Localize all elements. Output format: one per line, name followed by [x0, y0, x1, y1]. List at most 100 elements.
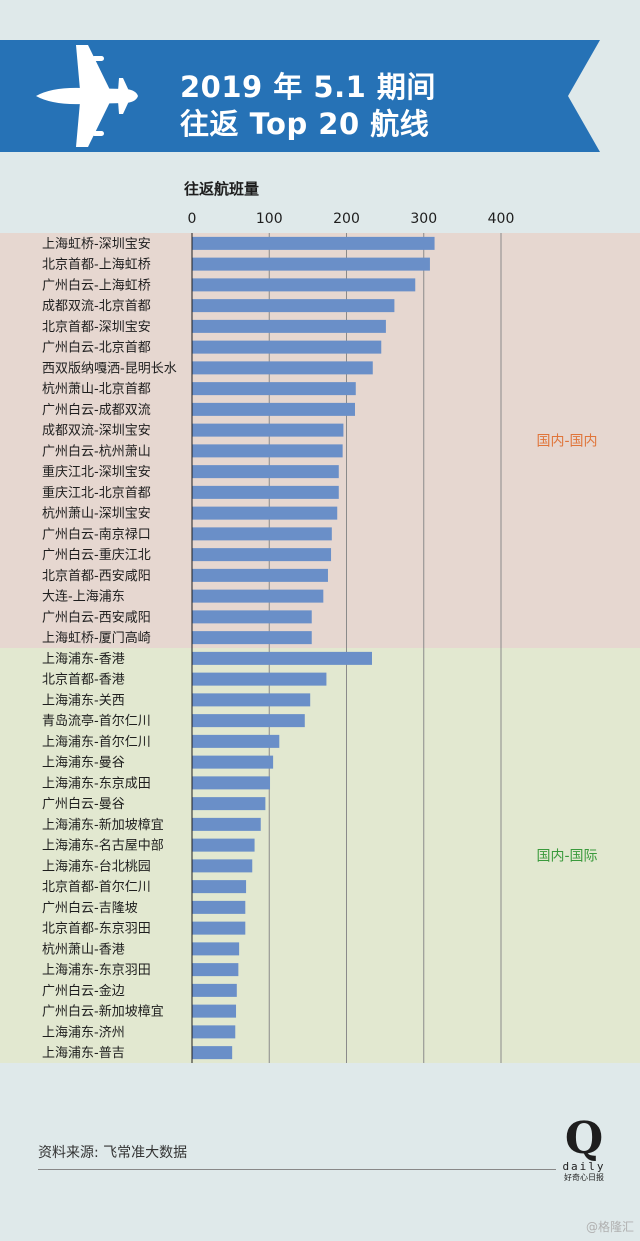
bar	[192, 672, 327, 686]
category-label: 杭州萧山-深圳宝安	[42, 507, 151, 522]
bar	[192, 1025, 236, 1039]
page-subtitle: 往返 Top 20 航线	[180, 107, 430, 141]
bar	[192, 734, 280, 748]
bar	[192, 631, 312, 645]
bar	[192, 319, 386, 333]
category-label: 北京首都-香港	[42, 673, 125, 688]
bar	[192, 257, 430, 271]
category-label: 上海虹桥-厦门高崎	[42, 630, 151, 646]
group-label: 国内-国际	[536, 849, 597, 865]
qdaily-logo: Q daily 好奇心日报	[558, 1117, 610, 1189]
footer-divider	[38, 1169, 556, 1170]
x-tick-label: 200	[333, 211, 360, 227]
category-label: 上海浦东-东京羽田	[42, 963, 151, 978]
category-label: 上海浦东-普吉	[42, 1046, 125, 1061]
logo-mark: Q	[564, 1113, 604, 1164]
bar	[192, 485, 339, 499]
logo-cn-name: 好奇心日报	[564, 1173, 604, 1182]
bar	[192, 900, 246, 914]
bar	[192, 382, 356, 396]
bar	[192, 838, 255, 852]
category-label: 上海浦东-首尔仁川	[42, 735, 151, 750]
x-tick-label: 100	[256, 211, 283, 227]
category-label: 上海浦东-名古屋中部	[42, 838, 164, 854]
bar	[192, 361, 373, 375]
category-label: 广州白云-上海虹桥	[42, 277, 151, 293]
bar	[192, 236, 435, 250]
banner-ribbon	[0, 40, 600, 152]
category-label: 广州白云-杭州萧山	[42, 443, 151, 459]
category-label: 杭州萧山-北京首都	[42, 382, 151, 397]
category-label: 成都双流-深圳宝安	[42, 424, 151, 439]
bar	[192, 444, 343, 458]
bar	[192, 776, 271, 790]
category-label: 成都双流-北京首都	[42, 299, 151, 314]
category-label: 上海浦东-新加坡樟宜	[42, 817, 164, 833]
bar	[192, 983, 237, 997]
bar	[192, 1004, 237, 1018]
watermark: @格隆汇	[585, 1220, 634, 1234]
category-label: 青岛流亭-首尔仁川	[42, 713, 151, 729]
category-label: 北京首都-西安咸阳	[42, 569, 151, 584]
route-bar-chart: 0 100 200 300 400 上海虹桥-深圳宝安北京首都-上海虹桥广州白云-上海虹…	[0, 211, 640, 1063]
category-label: 广州白云-成都双流	[42, 402, 151, 418]
category-label: 北京首都-首尔仁川	[42, 880, 151, 895]
category-label: 广州白云-西安咸阳	[42, 609, 151, 625]
bar	[192, 278, 416, 292]
bar	[192, 921, 246, 935]
category-label: 上海浦东-济州	[42, 1025, 125, 1040]
source-note: 资料来源: 飞常准大数据	[38, 1145, 188, 1161]
bar	[192, 548, 332, 562]
x-tick-label: 400	[488, 211, 515, 227]
airplane-icon	[36, 45, 138, 147]
bar	[192, 817, 261, 831]
bar	[192, 340, 382, 354]
bar	[192, 942, 240, 956]
category-label: 广州白云-吉隆坡	[42, 900, 138, 916]
category-label: 广州白云-南京禄口	[42, 526, 151, 542]
bar	[192, 465, 339, 479]
bar	[192, 299, 395, 313]
bar	[192, 506, 338, 520]
bar	[192, 568, 328, 582]
category-label: 重庆江北-北京首都	[42, 485, 151, 501]
category-label: 上海浦东-关西	[42, 693, 125, 708]
bar	[192, 693, 311, 707]
category-label: 西双版纳嘎洒-昆明长水	[42, 361, 177, 376]
x-tick-label: 300	[410, 211, 437, 227]
category-label: 上海浦东-台北桃园	[42, 859, 151, 874]
bar	[192, 402, 355, 416]
bar	[192, 1046, 233, 1060]
x-axis-label: 往返航班量	[184, 180, 260, 198]
bar	[192, 755, 274, 769]
category-label: 上海浦东-东京成田	[42, 776, 151, 791]
bar	[192, 963, 239, 977]
category-label: 广州白云-金边	[42, 983, 125, 999]
bar	[192, 859, 253, 873]
bar	[192, 651, 372, 665]
title-banner	[0, 40, 600, 152]
bar	[192, 880, 247, 894]
bar	[192, 589, 324, 603]
group-band-2	[0, 648, 640, 1063]
bar	[192, 527, 332, 541]
category-label: 上海浦东-香港	[42, 652, 125, 667]
bar	[192, 423, 344, 437]
category-label: 广州白云-曼谷	[42, 796, 125, 812]
category-label: 上海虹桥-深圳宝安	[42, 237, 151, 252]
bar	[192, 610, 312, 624]
group-label: 国内-国内	[536, 434, 597, 450]
category-label: 广州白云-新加坡樟宜	[42, 1004, 164, 1020]
x-tick-label: 0	[188, 211, 197, 227]
logo-wordmark: daily	[562, 1160, 606, 1173]
bar	[192, 714, 305, 728]
category-label: 北京首都-东京羽田	[42, 922, 151, 937]
bar	[192, 797, 266, 811]
category-label: 杭州萧山-香港	[42, 942, 125, 957]
page-title: 2019 年 5.1 期间	[180, 70, 436, 104]
category-label: 广州白云-重庆江北	[42, 547, 151, 563]
category-label: 广州白云-北京首都	[42, 340, 151, 356]
category-label: 大连-上海浦东	[42, 589, 125, 605]
category-label: 重庆江北-深圳宝安	[42, 464, 151, 480]
category-label: 上海浦东-曼谷	[42, 756, 125, 771]
